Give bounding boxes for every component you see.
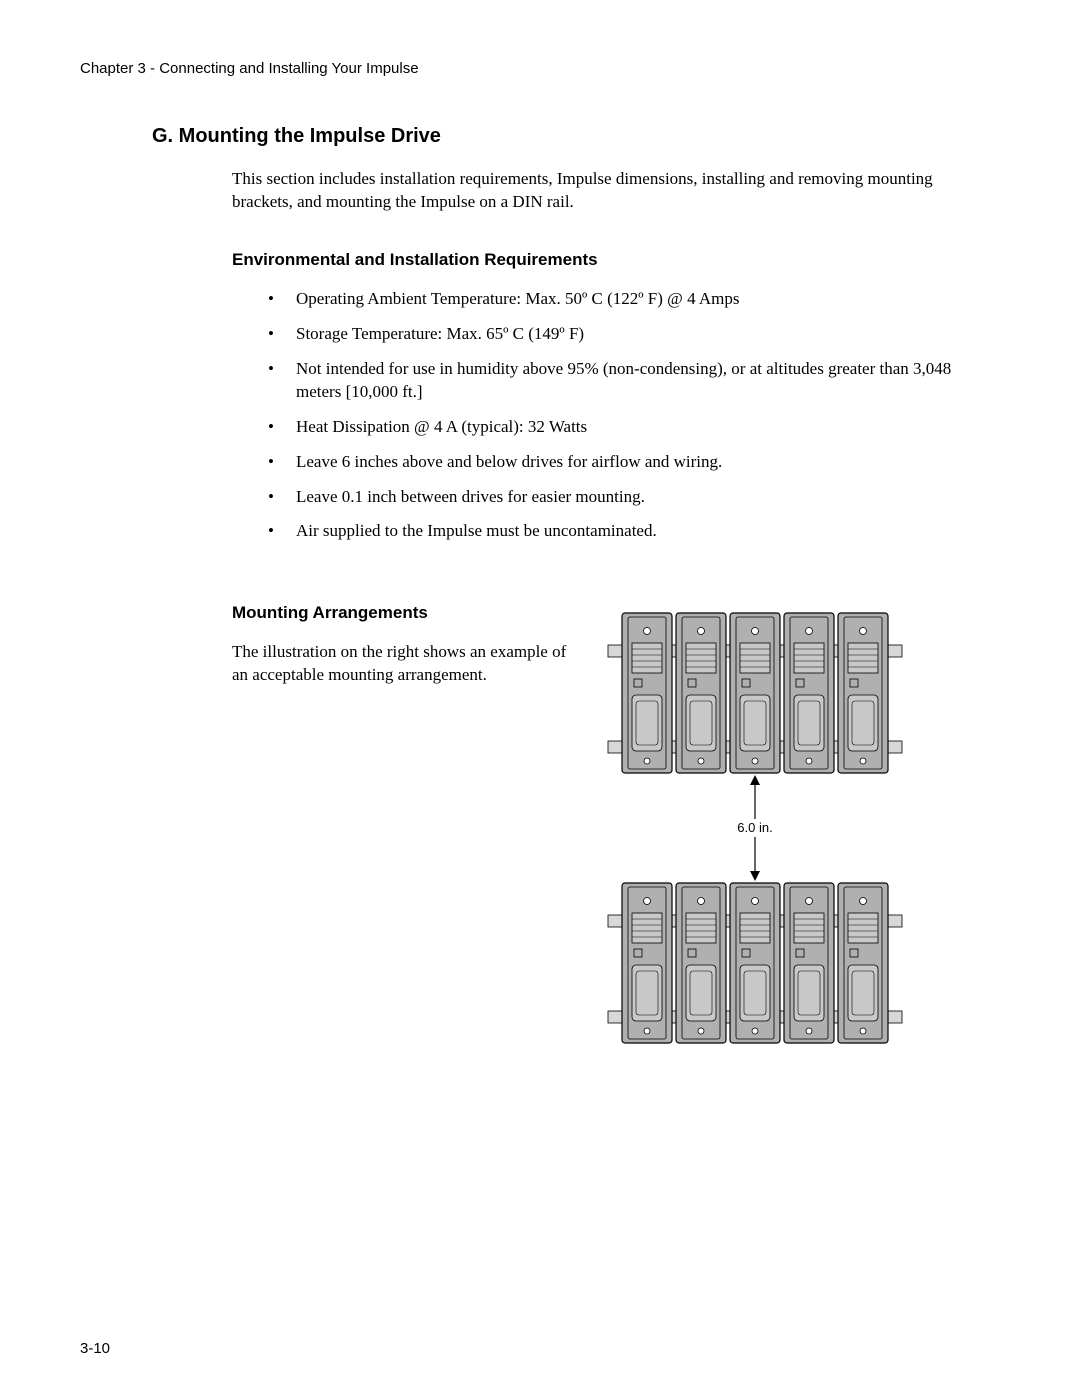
list-item: Operating Ambient Temperature: Max. 50º … [268, 288, 960, 311]
env-req-title: Environmental and Installation Requireme… [232, 250, 1000, 270]
list-item: Leave 6 inches above and below drives fo… [268, 451, 960, 474]
list-item: Not intended for use in humidity above 9… [268, 358, 960, 404]
mount-arr-paragraph: The illustration on the right shows an e… [232, 641, 582, 687]
list-item: Leave 0.1 inch between drives for easier… [268, 486, 960, 509]
chapter-header: Chapter 3 - Connecting and Installing Yo… [80, 60, 1000, 77]
intro-paragraph: This section includes installation requi… [232, 168, 960, 214]
list-item: Heat Dissipation @ 4 A (typical): 32 Wat… [268, 416, 960, 439]
section-title: G. Mounting the Impulse Drive [152, 125, 1000, 148]
mounting-figure: 6.0 in. [602, 603, 922, 1068]
svg-text:6.0 in.: 6.0 in. [737, 820, 772, 835]
mount-arr-title: Mounting Arrangements [232, 603, 582, 623]
page-number: 3-10 [80, 1340, 110, 1357]
list-item: Storage Temperature: Max. 65º C (149º F) [268, 323, 960, 346]
requirements-list: Operating Ambient Temperature: Max. 50º … [268, 288, 960, 544]
list-item: Air supplied to the Impulse must be unco… [268, 520, 960, 543]
